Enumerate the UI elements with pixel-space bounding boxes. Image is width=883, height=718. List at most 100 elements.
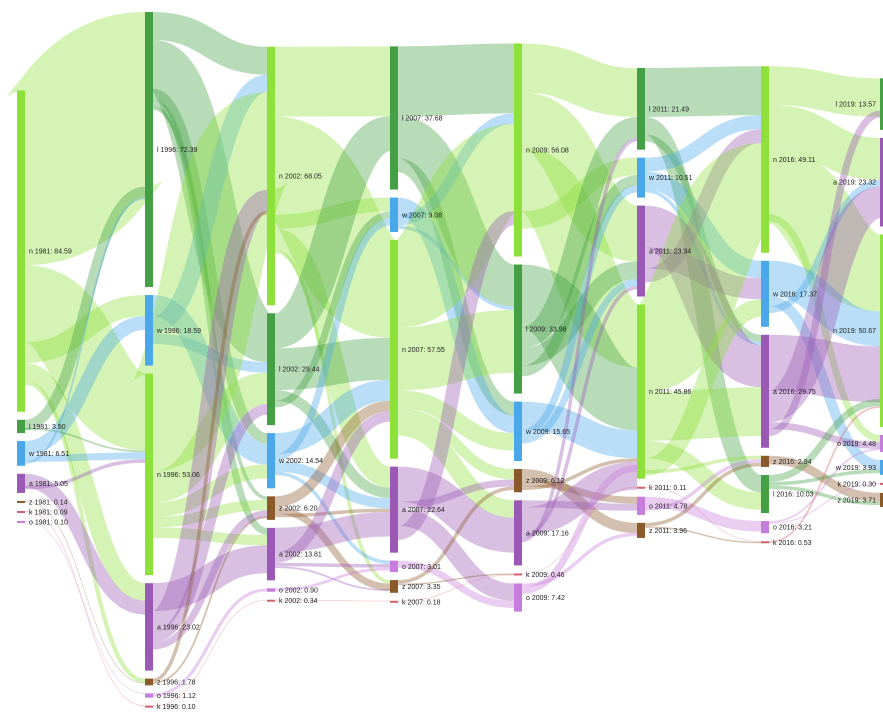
node-n2011[interactable] xyxy=(637,305,645,479)
node-k2007[interactable] xyxy=(390,601,398,603)
node-label-k1996: k 1996: 0.10 xyxy=(157,704,196,711)
node-label-a2007: a 2007: 22.64 xyxy=(402,507,445,514)
node-z2011[interactable] xyxy=(637,523,645,538)
node-o2002[interactable] xyxy=(267,588,275,591)
node-z1981[interactable] xyxy=(17,501,25,503)
node-a1981[interactable] xyxy=(17,474,25,493)
node-k2016[interactable] xyxy=(761,541,769,543)
node-label-o2009: o 2009: 7.42 xyxy=(526,595,565,602)
node-z2016[interactable] xyxy=(761,456,769,467)
node-label-a2019: a 2019: 23.32 xyxy=(833,180,876,187)
node-l1996[interactable] xyxy=(145,12,153,287)
node-label-a2011: a 2011: 23.94 xyxy=(649,249,691,256)
node-w2002[interactable] xyxy=(267,433,275,488)
node-label-a1981: a 1981: 5.05 xyxy=(29,481,68,488)
flow-link-n1981-l1996 xyxy=(25,99,145,177)
node-a2002[interactable] xyxy=(267,528,275,580)
node-label-n2019: n 2019: 50.67 xyxy=(833,328,876,335)
node-w2016[interactable] xyxy=(761,261,769,327)
node-a2011[interactable] xyxy=(637,206,645,297)
node-n2016[interactable] xyxy=(761,66,769,253)
node-k1996[interactable] xyxy=(145,706,153,708)
node-w1981[interactable] xyxy=(17,441,25,466)
node-o2009[interactable] xyxy=(514,583,522,611)
node-z2002[interactable] xyxy=(267,496,275,520)
node-label-z2019: z 2019: 3.71 xyxy=(837,497,876,504)
node-label-o1996: o 1996: 1.12 xyxy=(157,693,196,700)
node-label-o2016: o 2016: 3.21 xyxy=(773,525,812,532)
node-o2007[interactable] xyxy=(390,561,398,572)
node-label-o2002: o 2002: 0.90 xyxy=(279,588,318,595)
node-w1996[interactable] xyxy=(145,295,153,366)
node-label-n1996: n 1996: 53.06 xyxy=(157,472,200,479)
node-l2011[interactable] xyxy=(637,68,645,150)
node-o1981[interactable] xyxy=(17,521,25,523)
node-w2007[interactable] xyxy=(390,198,398,232)
node-label-k2019: k 2019: 0.30 xyxy=(837,481,876,488)
node-label-z2009: z 2009: 6.12 xyxy=(526,478,565,485)
node-k2011[interactable] xyxy=(637,487,645,489)
node-n2002[interactable] xyxy=(267,47,275,305)
node-n2007[interactable] xyxy=(390,240,398,459)
flow-link-n2009-l2011 xyxy=(522,68,637,93)
node-l2002[interactable] xyxy=(267,313,275,425)
node-k2002[interactable] xyxy=(267,600,275,602)
node-label-l2009: l 2009: 33.98 xyxy=(526,327,567,334)
links-layer xyxy=(25,26,880,706)
node-n2009[interactable] xyxy=(514,43,522,256)
node-label-z1996: z 1996: 1.78 xyxy=(157,679,196,686)
node-label-w2002: w 2002: 14.54 xyxy=(278,458,323,465)
node-label-z2002: z 2002: 6.20 xyxy=(279,506,318,513)
node-label-w2016: w 2016: 17.37 xyxy=(772,291,817,298)
node-o2011[interactable] xyxy=(637,497,645,515)
flow-link-l2007-n2009 xyxy=(398,78,514,81)
node-label-n2011: n 2011: 45.86 xyxy=(649,389,691,396)
node-label-z2016: z 2016: 2.94 xyxy=(773,459,812,466)
node-a2007[interactable] xyxy=(390,467,398,553)
node-label-a2009: a 2009: 17.16 xyxy=(526,530,569,537)
node-label-w2019: w 2019: 3.93 xyxy=(835,465,876,472)
node-label-o1981: o 1981: 0.10 xyxy=(29,519,68,526)
node-label-l2019: l 2019: 13.57 xyxy=(836,102,877,109)
node-label-z1981: z 1981: 0.14 xyxy=(29,499,68,506)
node-label-l1996: l 1996: 72.39 xyxy=(157,147,198,154)
node-w2009[interactable] xyxy=(514,402,522,461)
node-z2009[interactable] xyxy=(514,469,522,492)
node-w2011[interactable] xyxy=(637,158,645,198)
flow-link-l2011-n2016 xyxy=(645,91,761,93)
node-l2009[interactable] xyxy=(514,264,522,393)
flow-link-n2011-a2016 xyxy=(645,412,761,417)
node-a2016[interactable] xyxy=(761,335,769,448)
node-label-l2016: l 2016: 10.03 xyxy=(773,492,814,499)
node-label-l2002: l 2002: 29.44 xyxy=(279,367,320,374)
node-k2009[interactable] xyxy=(514,573,522,575)
node-o2016[interactable] xyxy=(761,521,769,533)
node-label-a2016: a 2016: 29.75 xyxy=(773,389,816,396)
node-l2016[interactable] xyxy=(761,475,769,513)
node-label-n2002: n 2002: 68.05 xyxy=(279,174,322,181)
node-label-n2007: n 2007: 57.55 xyxy=(402,347,445,354)
node-o1996[interactable] xyxy=(145,693,153,697)
node-label-k2009: k 2009: 0.46 xyxy=(526,572,565,579)
flow-link-a2002-a2007 xyxy=(275,524,390,540)
node-z1996[interactable] xyxy=(145,679,153,686)
node-label-a1996: a 1996: 23.02 xyxy=(157,624,200,631)
node-l2007[interactable] xyxy=(390,46,398,189)
node-label-k1981: k 1981: 0.09 xyxy=(29,509,68,516)
node-label-w2007: w 2007: 9.08 xyxy=(401,212,442,219)
node-label-n2016: n 2016: 49.11 xyxy=(773,157,815,164)
node-label-k2007: k 2007: 0.18 xyxy=(402,599,441,606)
node-a1996[interactable] xyxy=(145,583,153,670)
node-label-o2007: o 2007: 3.01 xyxy=(402,564,441,571)
node-label-n2009: n 2009: 56.08 xyxy=(526,147,569,154)
node-label-o2011: o 2011: 4.78 xyxy=(649,503,688,510)
node-k1981[interactable] xyxy=(17,511,25,513)
node-l1981[interactable] xyxy=(17,420,25,433)
node-a2009[interactable] xyxy=(514,500,522,565)
node-label-o2019: o 2019: 4.48 xyxy=(837,441,876,448)
node-z2007[interactable] xyxy=(390,580,398,593)
node-label-z2007: z 2007: 3.35 xyxy=(402,584,441,591)
node-n1981[interactable] xyxy=(17,90,25,411)
node-n1996[interactable] xyxy=(145,374,153,576)
